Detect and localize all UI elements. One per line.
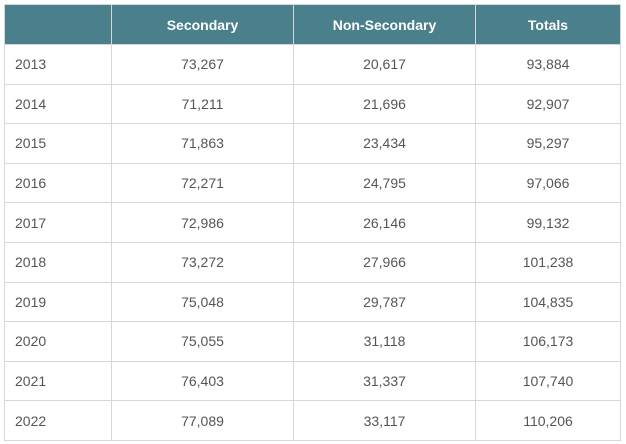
year-cell: 2014 bbox=[4, 83, 112, 125]
non-secondary-cell: 23,434 bbox=[293, 123, 476, 164]
header-secondary: Secondary bbox=[111, 4, 294, 45]
year-cell: 2021 bbox=[4, 360, 112, 402]
data-table-container: Secondary Non-Secondary Totals 2013 73,2… bbox=[4, 4, 621, 441]
table-header: Secondary Non-Secondary Totals bbox=[4, 4, 621, 45]
year-cell: 2019 bbox=[4, 281, 112, 323]
header-totals: Totals bbox=[475, 4, 621, 45]
year-cell: 2020 bbox=[4, 321, 112, 362]
totals-cell: 95,297 bbox=[475, 123, 621, 164]
non-secondary-cell: 31,337 bbox=[293, 360, 476, 402]
table-body: 2013 73,267 20,617 93,884 2014 71,211 21… bbox=[4, 44, 621, 441]
non-secondary-cell: 27,966 bbox=[293, 241, 476, 283]
header-row: Secondary Non-Secondary Totals bbox=[4, 4, 621, 45]
non-secondary-cell: 20,617 bbox=[293, 44, 476, 85]
secondary-cell: 71,863 bbox=[111, 123, 294, 164]
year-cell: 2022 bbox=[4, 400, 112, 441]
non-secondary-cell: 24,795 bbox=[293, 162, 476, 204]
totals-cell: 92,907 bbox=[475, 83, 621, 125]
totals-cell: 97,066 bbox=[475, 162, 621, 204]
non-secondary-cell: 21,696 bbox=[293, 83, 476, 125]
enrollment-table: Secondary Non-Secondary Totals 2013 73,2… bbox=[4, 4, 621, 441]
table-row: 2019 75,048 29,787 104,835 bbox=[4, 281, 621, 323]
table-row: 2018 73,272 27,966 101,238 bbox=[4, 241, 621, 283]
table-row: 2014 71,211 21,696 92,907 bbox=[4, 83, 621, 125]
secondary-cell: 77,089 bbox=[111, 400, 294, 441]
table-row: 2020 75,055 31,118 106,173 bbox=[4, 321, 621, 362]
year-cell: 2017 bbox=[4, 202, 112, 243]
table-row: 2022 77,089 33,117 110,206 bbox=[4, 400, 621, 441]
totals-cell: 104,835 bbox=[475, 281, 621, 323]
non-secondary-cell: 26,146 bbox=[293, 202, 476, 243]
totals-cell: 107,740 bbox=[475, 360, 621, 402]
table-row: 2015 71,863 23,434 95,297 bbox=[4, 123, 621, 164]
year-cell: 2016 bbox=[4, 162, 112, 204]
secondary-cell: 71,211 bbox=[111, 83, 294, 125]
table-row: 2021 76,403 31,337 107,740 bbox=[4, 360, 621, 402]
non-secondary-cell: 31,118 bbox=[293, 321, 476, 362]
table-row: 2017 72,986 26,146 99,132 bbox=[4, 202, 621, 243]
secondary-cell: 72,271 bbox=[111, 162, 294, 204]
totals-cell: 99,132 bbox=[475, 202, 621, 243]
secondary-cell: 73,267 bbox=[111, 44, 294, 85]
table-row: 2016 72,271 24,795 97,066 bbox=[4, 162, 621, 204]
totals-cell: 93,884 bbox=[475, 44, 621, 85]
year-cell: 2013 bbox=[4, 44, 112, 85]
secondary-cell: 72,986 bbox=[111, 202, 294, 243]
secondary-cell: 75,048 bbox=[111, 281, 294, 323]
totals-cell: 101,238 bbox=[475, 241, 621, 283]
year-cell: 2015 bbox=[4, 123, 112, 164]
secondary-cell: 73,272 bbox=[111, 241, 294, 283]
year-cell: 2018 bbox=[4, 241, 112, 283]
non-secondary-cell: 29,787 bbox=[293, 281, 476, 323]
totals-cell: 106,173 bbox=[475, 321, 621, 362]
table-row: 2013 73,267 20,617 93,884 bbox=[4, 44, 621, 85]
totals-cell: 110,206 bbox=[475, 400, 621, 441]
header-year bbox=[4, 4, 112, 45]
secondary-cell: 75,055 bbox=[111, 321, 294, 362]
non-secondary-cell: 33,117 bbox=[293, 400, 476, 441]
secondary-cell: 76,403 bbox=[111, 360, 294, 402]
header-non-secondary: Non-Secondary bbox=[293, 4, 476, 45]
